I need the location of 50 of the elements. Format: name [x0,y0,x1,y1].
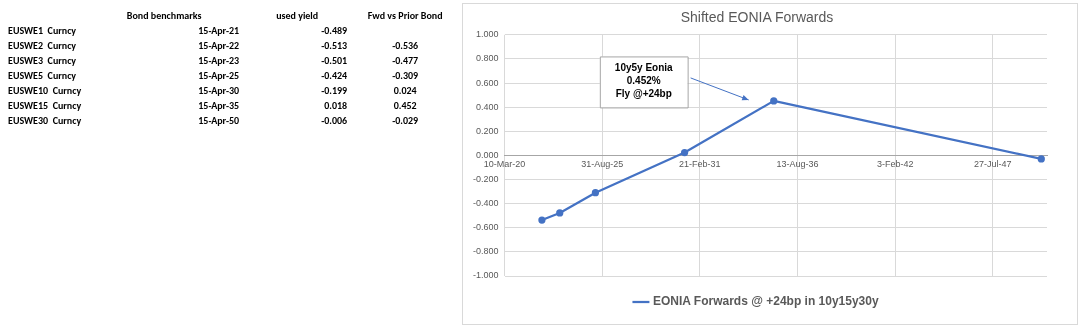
data-label: -0.029 [391,113,420,128]
data-label: -0.513 [320,38,349,53]
data-label: -0.424 [320,68,349,83]
chart-title: Shifted EONIA Forwards [680,9,834,26]
category-label: EUSWE10 Curncy [7,83,83,98]
annotation: 10y5y Eonia 0.452% Fly @+24bp [614,62,674,100]
data-label: -0.006 [320,113,349,128]
text: used yield [275,8,320,23]
data-label: 15-Apr-35 [197,98,241,113]
data-label: 15-Apr-30 [197,83,241,98]
category-label: EUSWE30 Curncy [7,113,83,128]
y-tick-label: 1.000 [475,29,499,40]
y-tick-label: 0.400 [475,101,499,112]
data-label: -0.477 [391,53,420,68]
data-label: -0.501 [320,53,349,68]
data-label: -0.536 [391,38,420,53]
text: Bond benchmarks [125,8,203,23]
y-tick-label: -0.400 [472,198,499,209]
y-tick-label: -0.800 [472,246,499,257]
category-label: EUSWE5 Curncy [7,68,78,83]
category-label: EUSWE2 Curncy [7,38,78,53]
category-label: EUSWE1 Curncy [7,23,78,38]
y-tick-label: 0.200 [475,125,499,136]
legend-label: EONIA Forwards @ +24bp in 10y15y30y [652,294,879,309]
data-label: -0.489 [320,23,349,38]
y-tick-label: 0.000 [475,149,499,160]
x-tick-label: 21-Feb-31 [679,159,721,170]
category-label: EUSWE15 Curncy [7,98,83,113]
data-label: 15-Apr-50 [197,113,241,128]
text: Fwd vs Prior Bond [366,8,444,23]
y-tick-label: 0.600 [475,77,499,88]
data-label: 0.024 [392,83,418,98]
y-tick-label: 0.800 [475,53,499,64]
x-tick-label: 10-Mar-20 [483,159,526,170]
x-tick-label: 27-Jul-47 [974,159,1012,170]
category-label: EUSWE3 Curncy [7,53,78,68]
data-label: 15-Apr-22 [197,38,241,53]
data-label: 0.452 [392,98,418,113]
y-tick-label: -0.600 [472,222,499,233]
data-label: 15-Apr-23 [197,53,241,68]
x-tick-label: 13-Aug-36 [776,159,819,170]
y-tick-label: -0.200 [472,174,499,184]
y-tick-label: -1.000 [472,270,499,281]
data-label: 0.018 [323,98,349,113]
data-label: 15-Apr-25 [197,68,241,83]
data-label: -0.199 [320,83,349,98]
x-tick-label: 31-Aug-25 [581,159,624,170]
x-tick-label: 3-Feb-42 [876,159,914,170]
data-label: -0.309 [391,68,420,83]
data-label: 15-Apr-21 [197,23,241,38]
